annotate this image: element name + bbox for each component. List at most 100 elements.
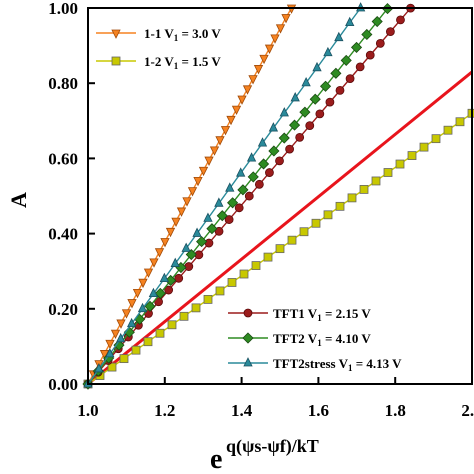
legend-entry: 1-2 V1 = 1.5 V xyxy=(96,54,221,71)
data-point xyxy=(203,294,213,304)
data-point xyxy=(371,176,381,186)
legend-marker xyxy=(243,308,253,318)
data-point xyxy=(187,187,198,197)
data-point xyxy=(154,248,165,258)
data-point xyxy=(131,345,141,355)
legend-marker xyxy=(242,332,254,344)
legend-label: 1-2 V1 = 1.5 V xyxy=(144,54,221,71)
data-point xyxy=(143,337,153,347)
data-point xyxy=(164,285,174,295)
data-point xyxy=(165,227,176,238)
data-point xyxy=(215,286,225,296)
legend-top: 1-1 V1 = 3.0 V 1-2 V1 = 1.5 V xyxy=(96,26,221,71)
data-point xyxy=(385,27,395,37)
data-point xyxy=(263,252,273,262)
x-axis-label-base: e xyxy=(210,444,222,474)
data-point xyxy=(127,299,137,309)
legend-label: 1-1 V1 = 3.0 V xyxy=(144,26,221,43)
data-point xyxy=(330,67,342,79)
data-point xyxy=(170,257,180,267)
data-point xyxy=(226,115,236,126)
y-tick-label: 0.40 xyxy=(48,225,78,244)
data-point xyxy=(371,15,383,28)
data-point xyxy=(148,287,159,298)
data-point xyxy=(113,339,125,351)
legend-entry: 1-1 V1 = 3.0 V xyxy=(96,26,221,43)
legend-marker xyxy=(111,29,121,39)
data-point xyxy=(192,227,202,237)
data-point xyxy=(198,166,209,177)
data-point xyxy=(116,319,126,329)
data-point xyxy=(254,179,264,189)
data-point xyxy=(375,38,385,48)
data-point xyxy=(365,50,375,60)
data-point xyxy=(159,272,169,283)
data-point xyxy=(99,350,110,360)
data-point xyxy=(257,137,268,147)
data-point xyxy=(278,132,290,144)
data-point xyxy=(275,244,285,254)
data-point xyxy=(193,177,203,187)
reference-line xyxy=(87,70,473,386)
data-point xyxy=(309,93,321,105)
data-point xyxy=(258,158,270,170)
legend-label: TFT2 V1 = 4.10 V xyxy=(273,331,371,348)
data-point xyxy=(174,273,184,283)
data-point xyxy=(220,126,231,136)
data-point xyxy=(295,132,305,142)
x-axis-label-exponent: q(ψs-ψf)/kT xyxy=(226,436,319,457)
data-point xyxy=(116,332,126,343)
data-point xyxy=(275,24,286,34)
data-point xyxy=(237,95,247,105)
data-point xyxy=(419,142,429,152)
chart-marks xyxy=(82,2,474,390)
x-tick-label: 2.0 xyxy=(461,401,474,420)
x-tick-label: 1.4 xyxy=(231,401,253,420)
data-point xyxy=(287,235,297,245)
data-point xyxy=(347,193,357,203)
data-point xyxy=(94,363,104,373)
data-point xyxy=(319,80,332,92)
data-point xyxy=(325,97,335,107)
data-point xyxy=(443,125,453,135)
data-point xyxy=(143,268,154,278)
data-point xyxy=(265,168,274,177)
data-point xyxy=(204,238,214,248)
data-point xyxy=(290,92,300,102)
data-point xyxy=(110,329,121,339)
data-point xyxy=(312,61,322,72)
data-point xyxy=(203,212,213,222)
data-point xyxy=(126,317,137,328)
data-point xyxy=(132,288,143,299)
data-point xyxy=(340,54,352,66)
data-point xyxy=(105,339,115,350)
data-point xyxy=(225,182,235,192)
data-point xyxy=(237,184,249,196)
legend-entry: TFT2 V1 = 4.10 V xyxy=(228,331,371,348)
data-point xyxy=(204,156,214,166)
data-point xyxy=(311,218,321,228)
data-point xyxy=(359,185,369,194)
data-point xyxy=(154,297,163,307)
data-point xyxy=(196,236,208,248)
data-point xyxy=(334,31,344,42)
data-point xyxy=(214,226,224,236)
legend-bottom: TFT1 V1 = 2.15 V TFT2 V1 = 4.10 V TFT2stre… xyxy=(228,306,402,373)
y-axis-label: A xyxy=(6,192,31,208)
y-tick-label: 0.00 xyxy=(48,375,78,394)
data-point xyxy=(281,14,291,24)
data-point xyxy=(181,242,191,252)
data-point xyxy=(160,238,170,248)
data-point xyxy=(176,207,187,217)
data-point xyxy=(323,210,333,220)
y-tick-label: 0.80 xyxy=(48,74,78,93)
data-point xyxy=(395,159,405,169)
legend-label: TFT1 V1 = 2.15 V xyxy=(273,306,371,323)
data-point xyxy=(242,85,253,95)
data-point xyxy=(251,261,261,270)
data-point xyxy=(279,107,289,117)
data-point xyxy=(407,151,417,160)
plot-frame xyxy=(87,7,473,385)
data-point xyxy=(239,269,249,279)
